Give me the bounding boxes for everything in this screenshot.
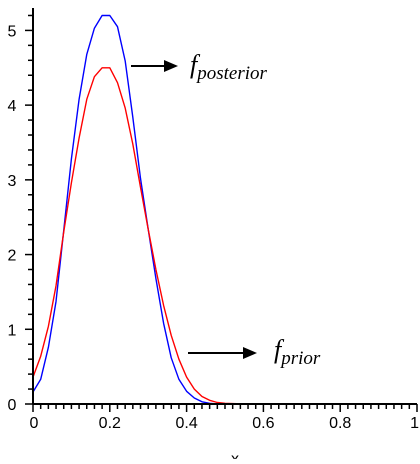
annotation-posterior-label: fposterior [190, 50, 268, 84]
annotation-posterior: fposterior [131, 50, 268, 84]
x-tick-label: 0 [30, 415, 39, 432]
annotation-prior-subscript: prior [279, 348, 321, 369]
x-tick-label: 0.2 [99, 415, 121, 432]
annotation-posterior-base: f [190, 50, 201, 79]
annotation-prior-label: fprior [274, 335, 321, 369]
y-tick-label: 0 [8, 397, 17, 414]
y-tick-label: 3 [8, 173, 17, 190]
y-tick-label: 2 [8, 248, 17, 265]
y-tick-label: 1 [8, 322, 17, 339]
y-tick-label: 4 [8, 98, 17, 115]
annotation-posterior-arrowhead [164, 60, 178, 72]
annotation-prior-base: f [274, 335, 285, 364]
annotation-posterior-subscript: posterior [195, 63, 267, 84]
x-tick-label: 0.6 [252, 415, 274, 432]
annotation-prior-arrowhead [243, 347, 257, 359]
annotation-prior: fprior [188, 335, 321, 369]
x-tick-label: 1 [410, 415, 419, 432]
x-tick-label: 0.8 [329, 415, 351, 432]
y-tick-label: 5 [8, 23, 17, 40]
x-axis-partial-label: x [231, 451, 239, 459]
x-tick-label: 0.4 [175, 415, 197, 432]
ticks-layer: 0 0.2 0.4 0.6 0.8 1 0 1 2 3 4 5 [8, 14, 419, 432]
